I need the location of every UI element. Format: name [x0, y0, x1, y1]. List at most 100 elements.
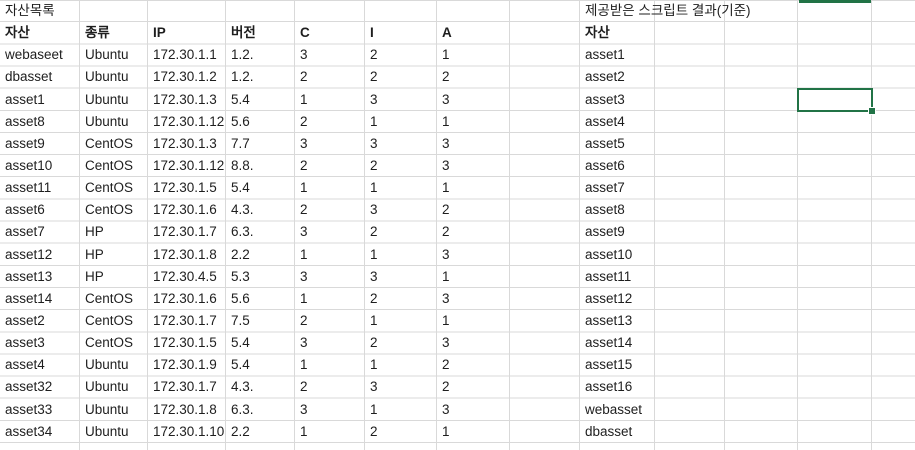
header-c[interactable]: C: [300, 25, 310, 41]
cell-c[interactable]: 1: [300, 91, 308, 107]
cell-version[interactable]: 5.6: [231, 113, 250, 129]
cell-asset[interactable]: asset15: [585, 357, 633, 373]
cell-type[interactable]: Ubuntu: [85, 379, 129, 395]
cell-asset[interactable]: asset14: [585, 335, 633, 351]
cell-asset[interactable]: asset12: [585, 290, 633, 306]
cell-asset[interactable]: asset9: [585, 224, 625, 240]
cell-c[interactable]: 2: [300, 69, 308, 85]
cell-a[interactable]: 1: [442, 268, 450, 284]
cell-version[interactable]: 8.8.: [231, 157, 254, 173]
cell-type[interactable]: CentOS: [85, 312, 134, 328]
cell-a[interactable]: 3: [442, 290, 450, 306]
cell-i[interactable]: 2: [370, 157, 378, 173]
cell-a[interactable]: 2: [442, 224, 450, 240]
cell-asset[interactable]: asset8: [5, 113, 45, 129]
cell-asset[interactable]: asset10: [5, 157, 53, 173]
cell-ip[interactable]: 172.30.1.3: [153, 91, 217, 107]
cell-type[interactable]: Ubuntu: [85, 423, 129, 439]
cell-version[interactable]: 1.2.: [231, 69, 254, 85]
cell-i[interactable]: 2: [370, 47, 378, 63]
cell-asset[interactable]: asset14: [5, 290, 53, 306]
fill-handle[interactable]: [869, 108, 875, 114]
cell-ip[interactable]: 172.30.1.8: [153, 246, 217, 262]
cell-asset[interactable]: asset12: [5, 246, 53, 262]
cell-asset[interactable]: asset32: [5, 379, 53, 395]
cell-type[interactable]: CentOS: [85, 335, 134, 351]
cell-asset[interactable]: asset13: [5, 268, 53, 284]
cell-c[interactable]: 1: [300, 246, 308, 262]
cell-ip[interactable]: 172.30.1.7: [153, 379, 217, 395]
cell-asset[interactable]: webaseet: [5, 47, 63, 63]
cell-i[interactable]: 1: [370, 113, 378, 129]
header-asset-right[interactable]: 자산: [585, 25, 610, 41]
cell-c[interactable]: 1: [300, 290, 308, 306]
cell-version[interactable]: 4.3.: [231, 379, 254, 395]
cell-type[interactable]: CentOS: [85, 135, 134, 151]
cell-a[interactable]: 3: [442, 401, 450, 417]
cell-a[interactable]: 3: [442, 157, 450, 173]
cell-c[interactable]: 3: [300, 335, 308, 351]
cell-a[interactable]: 3: [442, 91, 450, 107]
cell-ip[interactable]: 172.30.1.6: [153, 202, 217, 218]
cell-asset[interactable]: asset16: [585, 379, 633, 395]
cell-c[interactable]: 3: [300, 135, 308, 151]
cell-ip[interactable]: 172.30.1.2: [153, 69, 217, 85]
cell-version[interactable]: 1.2.: [231, 47, 254, 63]
cell-version[interactable]: 5.4: [231, 335, 250, 351]
cell-version[interactable]: 5.4: [231, 91, 250, 107]
cell-type[interactable]: CentOS: [85, 202, 134, 218]
cell-a[interactable]: 2: [442, 357, 450, 373]
cell-c[interactable]: 3: [300, 47, 308, 63]
cell-a[interactable]: 1: [442, 47, 450, 63]
cell-c[interactable]: 2: [300, 312, 308, 328]
cell-ip[interactable]: 172.30.1.5: [153, 335, 217, 351]
cell-a[interactable]: 3: [442, 246, 450, 262]
cell-type[interactable]: CentOS: [85, 290, 134, 306]
cell-ip[interactable]: 172.30.1.3: [153, 135, 217, 151]
cell-i[interactable]: 1: [370, 246, 378, 262]
cell-type[interactable]: Ubuntu: [85, 47, 129, 63]
header-version[interactable]: 버전: [231, 25, 256, 41]
cell-a[interactable]: 2: [442, 202, 450, 218]
right-table-title-cell[interactable]: 제공받은 스크립트 결과(기준): [585, 3, 751, 18]
cell-version[interactable]: 5.4: [231, 180, 250, 196]
cell-asset[interactable]: asset6: [5, 202, 45, 218]
cell-c[interactable]: 2: [300, 113, 308, 129]
cell-version[interactable]: 4.3.: [231, 202, 254, 218]
cell-version[interactable]: 2.2: [231, 246, 250, 262]
cell-i[interactable]: 3: [370, 202, 378, 218]
cell-asset[interactable]: asset9: [5, 135, 45, 151]
cell-version[interactable]: 6.3.: [231, 224, 254, 240]
cell-type[interactable]: CentOS: [85, 157, 134, 173]
cell-ip[interactable]: 172.30.1.7: [153, 312, 217, 328]
cell-a[interactable]: 1: [442, 312, 450, 328]
cell-ip[interactable]: 172.30.1.12: [153, 113, 225, 129]
cell-ip[interactable]: 172.30.1.1: [153, 47, 217, 63]
header-asset[interactable]: 자산: [5, 25, 30, 41]
cell-i[interactable]: 2: [370, 290, 378, 306]
cell-asset[interactable]: asset2: [5, 312, 45, 328]
cell-type[interactable]: CentOS: [85, 180, 134, 196]
cell-i[interactable]: 2: [370, 224, 378, 240]
cell-a[interactable]: 2: [442, 69, 450, 85]
cell-c[interactable]: 2: [300, 379, 308, 395]
cell-asset[interactable]: webasset: [585, 401, 643, 417]
cell-ip[interactable]: 172.30.1.7: [153, 224, 217, 240]
cell-c[interactable]: 1: [300, 357, 308, 373]
cell-asset[interactable]: asset7: [5, 224, 45, 240]
cell-version[interactable]: 7.7: [231, 135, 250, 151]
cell-type[interactable]: Ubuntu: [85, 401, 129, 417]
cell-type[interactable]: HP: [85, 268, 104, 284]
cell-i[interactable]: 3: [370, 268, 378, 284]
cell-c[interactable]: 3: [300, 401, 308, 417]
cell-i[interactable]: 2: [370, 423, 378, 439]
header-i[interactable]: I: [370, 25, 374, 41]
cell-c[interactable]: 1: [300, 423, 308, 439]
cell-a[interactable]: 3: [442, 335, 450, 351]
cell-asset[interactable]: asset11: [5, 180, 52, 196]
cell-c[interactable]: 1: [300, 180, 308, 196]
cell-ip[interactable]: 172.30.1.8: [153, 401, 217, 417]
cell-ip[interactable]: 172.30.1.12: [153, 157, 225, 173]
cell-asset[interactable]: asset33: [5, 401, 53, 417]
cell-c[interactable]: 3: [300, 268, 308, 284]
